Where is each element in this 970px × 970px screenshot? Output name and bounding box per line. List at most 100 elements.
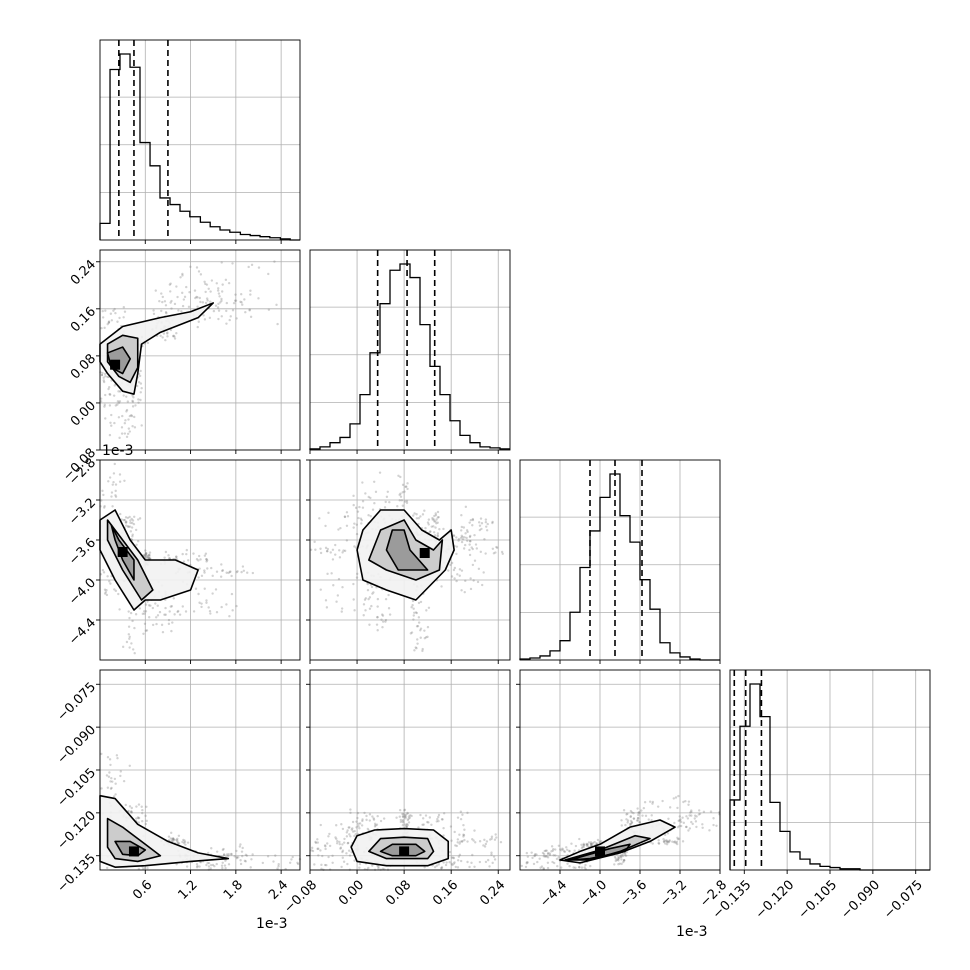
scatter-point	[417, 616, 421, 619]
scatter-point	[267, 272, 270, 276]
scatter-point	[456, 573, 459, 576]
scatter-point	[172, 334, 175, 338]
scatter-point	[450, 575, 454, 578]
scatter-point	[546, 852, 550, 856]
scatter-point	[449, 825, 453, 828]
scatter-point	[323, 844, 327, 847]
scatter-point	[693, 814, 697, 817]
scatter-point	[115, 754, 119, 757]
scatter-point	[317, 854, 320, 857]
scatter-point	[114, 782, 117, 785]
scatter-point	[367, 597, 370, 601]
scatter-point	[354, 833, 357, 836]
scatter-point	[237, 856, 240, 859]
scatter-point	[221, 848, 225, 852]
scatter-point	[346, 862, 349, 866]
scatter-point	[620, 819, 623, 822]
scatter-point	[551, 849, 555, 852]
scatter-point	[217, 309, 221, 312]
scatter-point	[171, 838, 174, 841]
scatter-point	[413, 512, 416, 515]
scatter-point	[198, 865, 201, 868]
scatter-point	[129, 611, 133, 615]
scatter-point	[120, 426, 124, 429]
scatter-point	[484, 520, 488, 524]
scatter-point	[181, 840, 184, 844]
scatter-point	[345, 511, 349, 514]
scatter-point	[211, 574, 214, 578]
panel-frame-0-0	[99, 39, 301, 241]
scatter-point	[110, 413, 113, 417]
scatter-point	[106, 375, 109, 379]
scatter-point	[101, 316, 105, 319]
scatter-point	[458, 574, 461, 577]
scatter-point	[251, 853, 254, 856]
scatter-point	[684, 799, 687, 803]
scatter-point	[666, 840, 669, 843]
scatter-point	[401, 815, 405, 819]
scatter-point	[470, 861, 473, 865]
scatter-point	[188, 291, 191, 294]
scatter-point	[167, 618, 171, 622]
scatter-point	[380, 618, 383, 621]
scatter-point	[198, 296, 202, 300]
scatter-point	[128, 515, 131, 519]
scatter-point	[534, 853, 537, 856]
scatter-point	[177, 834, 181, 837]
scatter-point	[355, 523, 358, 526]
scatter-point	[195, 295, 198, 299]
scatter-point	[122, 518, 126, 522]
scatter-point	[419, 600, 423, 604]
scatter-point	[317, 847, 320, 850]
scatter-point	[109, 787, 113, 790]
scatter-point	[342, 860, 346, 863]
scatter-point	[644, 814, 648, 818]
scatter-point	[376, 597, 380, 601]
scatter-point	[435, 820, 439, 823]
panel-3-2	[520, 670, 721, 871]
scatter-point	[463, 543, 467, 547]
scatter-point	[625, 818, 628, 821]
scatter-point	[156, 614, 160, 617]
scatter-point	[141, 808, 144, 812]
scatter-point	[366, 827, 370, 831]
scatter-point	[167, 835, 171, 838]
scatter-point	[123, 422, 127, 425]
scatter-point	[339, 526, 342, 530]
scatter-point	[452, 856, 456, 860]
scatter-point	[435, 522, 438, 525]
scatter-point	[546, 861, 550, 864]
scatter-point	[367, 514, 370, 517]
scatter-point	[137, 816, 140, 820]
scatter-point	[99, 400, 103, 403]
scatter-point	[100, 373, 104, 377]
scatter-point	[352, 598, 355, 601]
scatter-point	[368, 813, 372, 816]
scatter-point	[146, 866, 149, 870]
scatter-point	[479, 517, 483, 520]
scatter-point	[125, 521, 128, 524]
scatter-point	[171, 839, 174, 843]
scatter-point	[712, 823, 715, 827]
scatter-point	[358, 862, 362, 866]
scatter-point	[181, 272, 184, 276]
scatter-point	[136, 539, 140, 543]
scatter-point	[334, 836, 337, 839]
scatter-point	[468, 543, 471, 546]
scatter-point	[109, 582, 112, 585]
scatter-point	[453, 577, 456, 580]
scatter-point	[424, 636, 428, 639]
scatter-point	[369, 496, 372, 500]
scatter-point	[182, 560, 186, 563]
scatter-point	[179, 276, 182, 279]
scatter-point	[215, 282, 218, 285]
scatter-point	[110, 786, 113, 790]
scatter-point	[679, 824, 683, 828]
scatter-point	[228, 570, 231, 574]
scatter-point	[100, 373, 104, 377]
scatter-point	[580, 866, 584, 869]
scatter-point	[192, 610, 196, 613]
scatter-point	[197, 559, 200, 562]
scatter-point	[310, 846, 314, 850]
scatter-point	[177, 842, 181, 845]
